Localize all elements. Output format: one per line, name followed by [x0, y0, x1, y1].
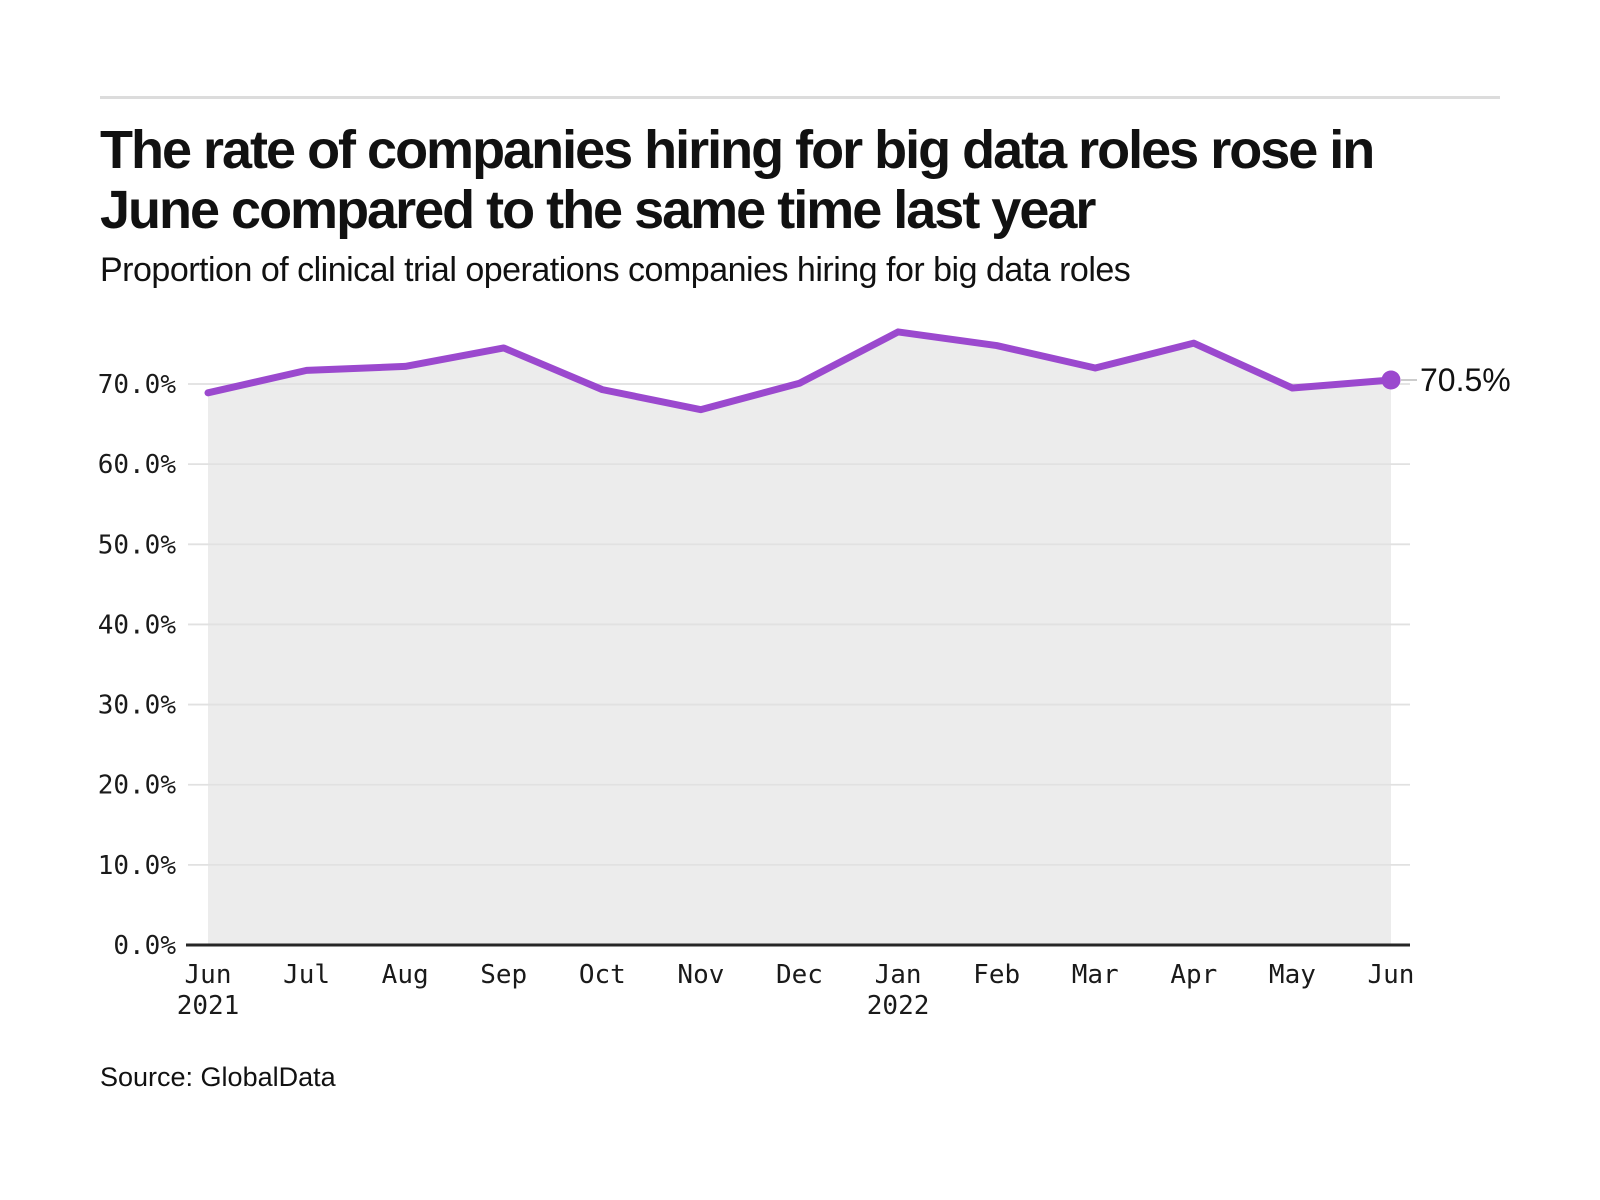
source-note: Source: GlobalData	[100, 1062, 336, 1092]
x-tick-label: Jun	[1368, 960, 1415, 990]
y-tick-label: 0.0%	[113, 931, 176, 961]
line-chart: 0.0% 10.0% 20.0% 30.0% 40.0% 50.0% 60.0% 70.0% J…	[98, 328, 1511, 1021]
x-tick-label: Nov	[677, 960, 724, 990]
end-point-marker	[1381, 370, 1401, 390]
top-rule	[100, 96, 1500, 99]
y-tick-label: 10.0%	[98, 851, 177, 881]
x-year-label: 2021	[177, 991, 240, 1020]
y-tick-label: 60.0%	[98, 450, 177, 480]
x-tick-label: May	[1269, 960, 1316, 990]
x-tick-label: Sep	[480, 960, 527, 990]
x-tick-label: Jun	[185, 960, 232, 990]
x-tick-label: Jul	[283, 960, 330, 990]
y-tick-label: 50.0%	[98, 530, 177, 560]
end-value-label: 70.5%	[1420, 362, 1511, 398]
x-year-label: 2022	[867, 991, 930, 1020]
area-fill	[208, 331, 1391, 945]
x-tick-label: Oct	[579, 960, 626, 990]
x-tick-label: Aug	[382, 960, 429, 990]
chart-subtitle: Proportion of clinical trial operations …	[100, 251, 1131, 289]
y-tick-label: 30.0%	[98, 691, 177, 721]
x-tick-label: Apr	[1170, 960, 1217, 990]
x-tick-label: Mar	[1072, 960, 1119, 990]
x-tick-label: Dec	[776, 960, 823, 990]
x-tick-label: Feb	[973, 960, 1020, 990]
line-series	[204, 328, 1395, 414]
y-tick-label: 20.0%	[98, 771, 177, 801]
x-tick-label: Jan	[875, 960, 922, 990]
y-tick-label: 70.0%	[98, 370, 177, 400]
y-tick-label: 40.0%	[98, 610, 177, 640]
chart-title: The rate of companies hiring for big dat…	[100, 120, 1375, 240]
chart-area: 0.0% 10.0% 20.0% 30.0% 40.0% 50.0% 60.0% 70.0% J…	[0, 300, 1600, 1021]
